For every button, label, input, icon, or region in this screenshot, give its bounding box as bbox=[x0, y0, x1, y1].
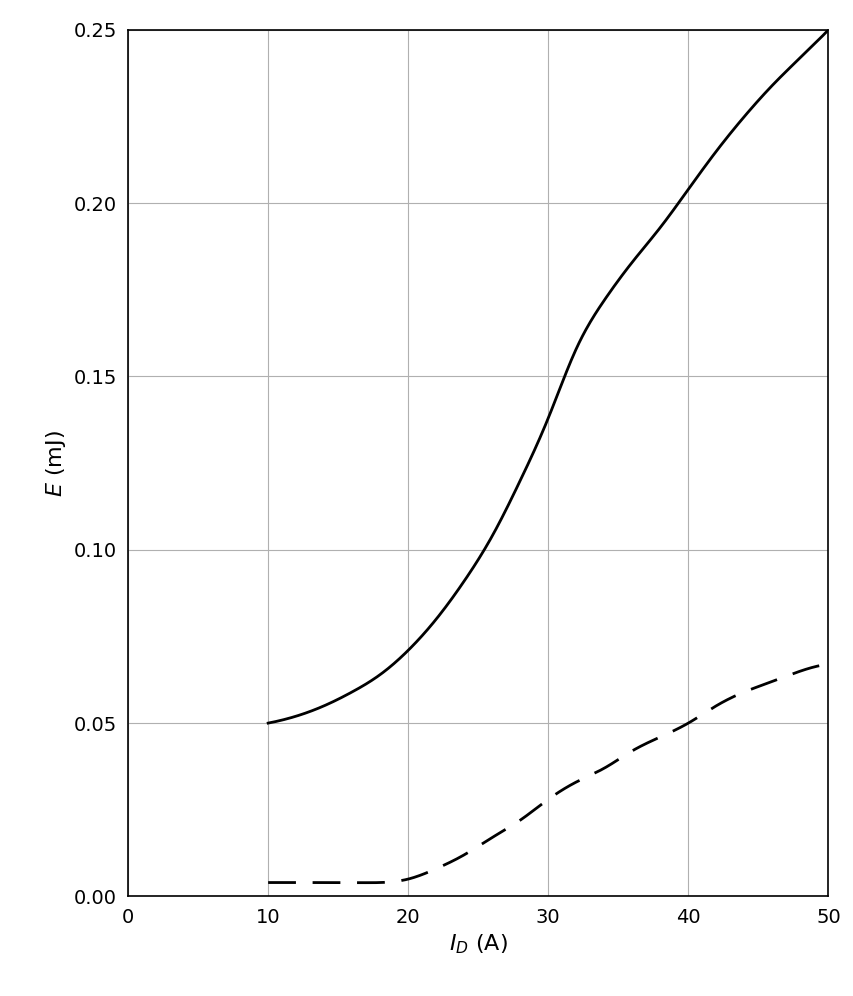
Y-axis label: $E$ (mJ): $E$ (mJ) bbox=[44, 429, 68, 497]
X-axis label: $I_D$ (A): $I_D$ (A) bbox=[449, 932, 507, 956]
